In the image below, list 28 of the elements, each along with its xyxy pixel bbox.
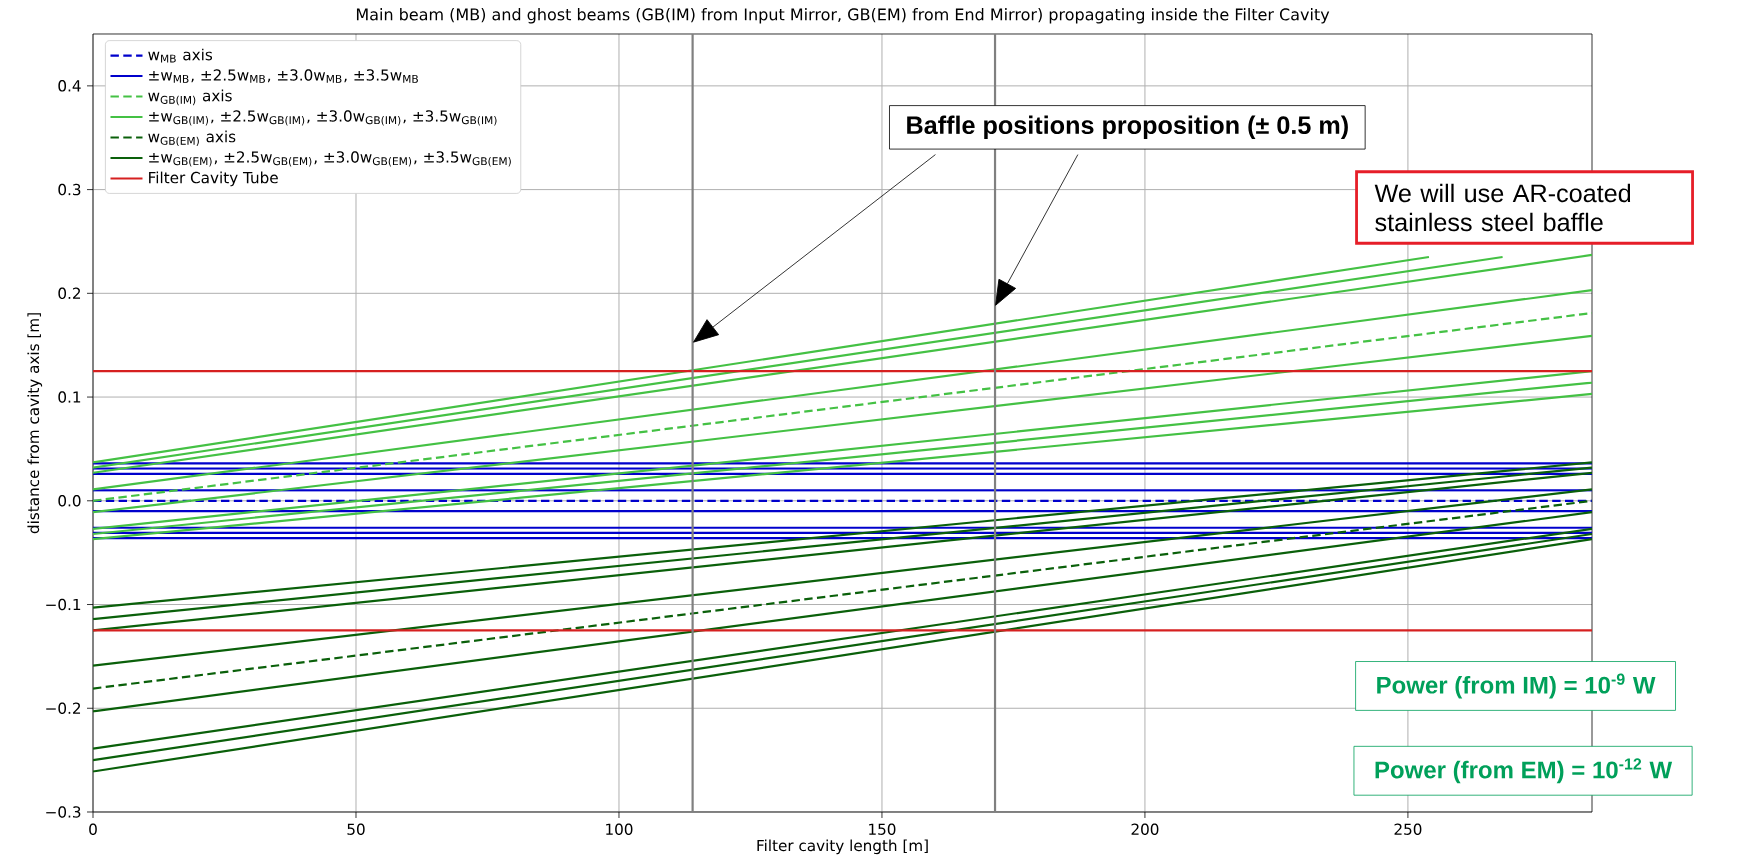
annotation: We will use AR-coated stainless steel baffle <box>1374 183 1631 232</box>
annotation: Power (from IM) = 10$^{-9}$ W <box>1377 673 1656 699</box>
legend-label: ±w$_{MB}$, ±2.5w$_{MB}$, ±3.0w$_{MB}$, ±3.5w$_{MB}$ <box>149 69 418 83</box>
y-axis-title: distance from cavity axis [m] <box>27 313 43 534</box>
chart-title: Main beam (MB) and ghost beams (GB(IM) from Input Mirror, GB(EM) from End Mirror) propagating inside the Filter Cavity <box>356 8 1330 24</box>
x-tick-label: 100 <box>606 823 633 835</box>
x-tick-label: 50 <box>347 823 365 835</box>
annotation: Baffle positions proposition (± 0.5 m) <box>907 115 1348 140</box>
y-tick-label: 0.2 <box>58 287 81 300</box>
x-tick-label: 0 <box>89 823 97 835</box>
y-tick-label: −0.2 <box>46 702 81 715</box>
legend-label: ±w$_{GB(IM)}$, ±2.5w$_{GB(IM)}$, ±3.0w$_{GB(IM)}$, ±3.5w$_{GB(IM)}$ <box>149 110 497 126</box>
legend-label: ±w$_{GB(EM)}$, ±2.5w$_{GB(EM)}$, ±3.0w$_{GB(EM)}$, ±3.5w$_{GB(EM)}$ <box>149 151 511 167</box>
legend-label: w$_{GB(EM)}$ axis <box>148 130 236 147</box>
x-tick-label: 200 <box>1131 823 1159 835</box>
x-axis-title: Filter cavity length [m] <box>757 839 928 855</box>
legend-label: Filter Cavity Tube <box>149 171 278 187</box>
x-tick-label: 250 <box>1394 823 1422 835</box>
y-tick-label: −0.1 <box>46 598 81 611</box>
legend-label: w$_{MB}$ axis <box>148 48 213 63</box>
x-tick-label: 150 <box>869 823 896 835</box>
y-tick-label: −0.3 <box>46 806 81 818</box>
y-tick-label: 0.0 <box>58 495 81 507</box>
y-tick-label: 0.3 <box>58 183 81 196</box>
y-tick-label: 0.1 <box>58 391 81 403</box>
annotation: Power (from EM) = 10$^{-12}$ W <box>1375 758 1673 784</box>
legend-label: w$_{GB(IM)}$ axis <box>148 89 232 106</box>
y-tick-label: 0.4 <box>58 80 81 92</box>
